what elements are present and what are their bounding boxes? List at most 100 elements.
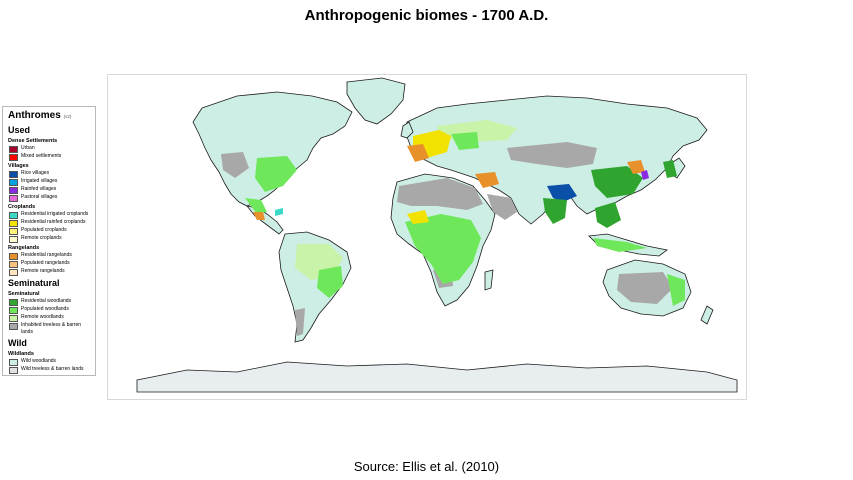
australia-barren [617,272,673,304]
patagonia-barren [295,308,305,336]
legend-swatch [9,220,18,227]
legend-item-label: Mixed settlements [21,153,62,159]
china-rangelands [627,160,645,174]
legend-item-residential-rainfed-croplands: Residential rainfed croplands [8,219,91,227]
legend-item-label: Residential rangelands [21,252,72,258]
legend-item-populated-croplands: Populated croplands [8,227,91,235]
legend-item-mixed-settlements: Mixed settlements [8,153,91,161]
legend-swatch [9,195,18,202]
india-woodlands [543,198,567,224]
anthrome-overlays [221,120,685,336]
caribbean-croplands [275,208,283,216]
legend-swatch [9,323,18,330]
legend-item-populated-rangelands: Populated rangelands [8,260,91,268]
new-zealand [700,305,714,325]
north-america-barren [221,152,249,178]
legend-swatch [9,146,18,153]
legend-swatch [9,228,18,235]
legend-item-label: Populated croplands [21,227,67,233]
antarctica [136,361,738,393]
legend-swatch [9,315,18,322]
legend-body: Used Dense Settlements Urban Mixed settleme… [8,124,91,374]
legend-item-remote-croplands: Remote croplands [8,235,91,243]
legend-item-label: Irrigated villages [21,178,58,184]
legend-swatch [9,367,18,374]
legend-swatch [9,253,18,260]
legend-swatch [9,212,18,219]
legend-subgroup-croplands: Croplands [8,204,36,210]
china-croplands [591,166,643,198]
legend-item-wild-woodlands: Wild woodlands [8,358,91,366]
legend-item-label: Remote croplands [21,235,62,241]
southeast-asia-woodlands [595,202,621,228]
legend-item-label: Inhabited treeless & barren lands [21,322,82,335]
greenland [346,77,406,125]
legend-version: (v2) [63,114,72,119]
legend-item-rainfed-villages: Rainfed villages [8,186,91,194]
legend-swatch [9,171,18,178]
legend-swatch [9,269,18,276]
central-asia-barren [507,142,597,168]
north-africa-barren [397,178,483,210]
china-villages [641,170,649,180]
legend-subgroup-seminatural: Seminatural [8,291,40,297]
africa-croplands [407,210,429,224]
legend-item-rice-villages: Rice villages [8,170,91,178]
africa-woodlands [405,214,481,284]
legend-item-remote-rangelands: Remote rangelands [8,268,91,276]
legend-swatch [9,154,18,161]
legend: Anthromes (v2) Used Dense Settlements Urba… [2,106,96,376]
australia-woodlands [667,274,685,306]
british-isles [400,121,414,139]
legend-group-used: Used [8,125,31,135]
brazil-woodlands [317,266,343,298]
legend-swatch [9,307,18,314]
north-america-woodlands [255,156,297,192]
legend-subgroup-rangelands: Rangelands [8,245,40,251]
legend-subgroup-dense-settlements: Dense Settlements [8,138,58,144]
map-title: Anthropogenic biomes - 1700 A.D. [304,7,549,24]
legend-item-residential-irrigated-croplands: Residential irrigated croplands [8,211,91,219]
legend-item-populated-woodlands: Populated woodlands [8,306,91,314]
world-map [107,74,747,400]
legend-item-label: Pastoral villages [21,194,58,200]
legend-item-label: Remote rangelands [21,268,65,274]
legend-item-wild-treeless-and-barren-lands: Wild treeless & barren lands [8,366,91,374]
legend-item-label: Wild woodlands [21,358,57,364]
legend-item-residential-woodlands: Residential woodlands [8,298,91,306]
legend-item-inhabited-treeless-and-barren-lands: Inhabited treeless & barren lands [8,322,91,336]
legend-title: Anthromes (v2) [8,110,72,121]
legend-group-seminatural: Seminatural [8,278,60,288]
legend-item-residential-rangelands: Residential rangelands [8,252,91,260]
legend-item-label: Wild treeless & barren lands [21,366,84,372]
legend-swatch [9,236,18,243]
legend-item-label: Rice villages [21,170,50,176]
korea-japan-croplands [663,160,677,178]
legend-item-label: Remote woodlands [21,314,64,320]
mexico-woodlands [245,198,267,214]
legend-subgroup-wildlands: Wildlands [8,351,34,357]
mesoamerica-croplands [253,212,265,220]
legend-item-remote-woodlands: Remote woodlands [8,314,91,322]
legend-swatch [9,261,18,268]
legend-item-label: Residential woodlands [21,298,72,304]
legend-item-label: Populated woodlands [21,306,69,312]
legend-item-label: Residential irrigated croplands [21,211,89,217]
legend-swatch [9,299,18,306]
legend-item-urban: Urban [8,145,91,153]
map-frame [107,74,747,400]
legend-item-label: Populated rangelands [21,260,70,266]
arabia-barren [487,194,517,220]
legend-item-pastoral-villages: Pastoral villages [8,194,91,202]
legend-swatch [9,187,18,194]
legend-subgroup-villages: Villages [8,163,29,169]
legend-item-irrigated-villages: Irrigated villages [8,178,91,186]
source-caption: Source: Ellis et al. (2010) [353,459,500,474]
legend-item-label: Rainfed villages [21,186,57,192]
legend-swatch [9,179,18,186]
legend-group-wild: Wild [8,338,27,348]
legend-item-label: Urban [21,145,35,151]
legend-item-label: Residential rainfed croplands [21,219,86,225]
legend-swatch [9,359,18,366]
indonesia-woodlands [593,238,647,252]
